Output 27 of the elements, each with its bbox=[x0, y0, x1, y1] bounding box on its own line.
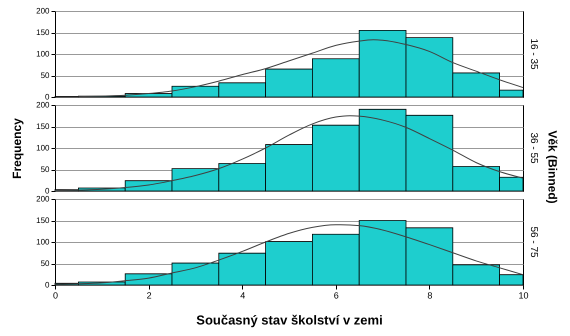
text: 16 - 35 bbox=[528, 38, 539, 70]
y-tick-label: 150 bbox=[36, 216, 50, 225]
y-tick-label: 100 bbox=[36, 238, 50, 246]
x-axis-title: Současný stav školství v zemi bbox=[196, 312, 383, 328]
y-tick-label: 150 bbox=[36, 28, 50, 37]
y-tick-label: 0 bbox=[45, 280, 50, 290]
y-tick-label: 100 bbox=[36, 50, 50, 58]
text: 56 - 75 bbox=[528, 226, 539, 258]
x-tick-label: 2 bbox=[146, 290, 152, 300]
y-tick-label: 50 bbox=[40, 259, 50, 268]
y-tick-label: 50 bbox=[40, 71, 50, 80]
y-tick-label: 100 bbox=[36, 144, 50, 152]
x-tick-label: 4 bbox=[240, 290, 246, 300]
y-tick-label: 0 bbox=[45, 92, 50, 102]
y-tick-label: 50 bbox=[40, 165, 50, 174]
x-tick-label: 6 bbox=[334, 290, 339, 300]
y2-axis-title: Věk (Binned) bbox=[546, 130, 560, 204]
y-tick-label: 200 bbox=[36, 194, 50, 204]
y-tick-label: 150 bbox=[36, 122, 50, 131]
text: 36 - 55 bbox=[528, 132, 539, 164]
x-tick-label: 8 bbox=[427, 290, 432, 300]
x-tick-label: 10 bbox=[518, 290, 529, 300]
y-tick-label: 200 bbox=[36, 100, 50, 110]
y-axis-title: Frequency bbox=[10, 118, 24, 179]
y-tick-label: 200 bbox=[36, 6, 50, 16]
x-tick-label: 0 bbox=[52, 290, 58, 300]
y-tick-label: 0 bbox=[45, 186, 50, 196]
